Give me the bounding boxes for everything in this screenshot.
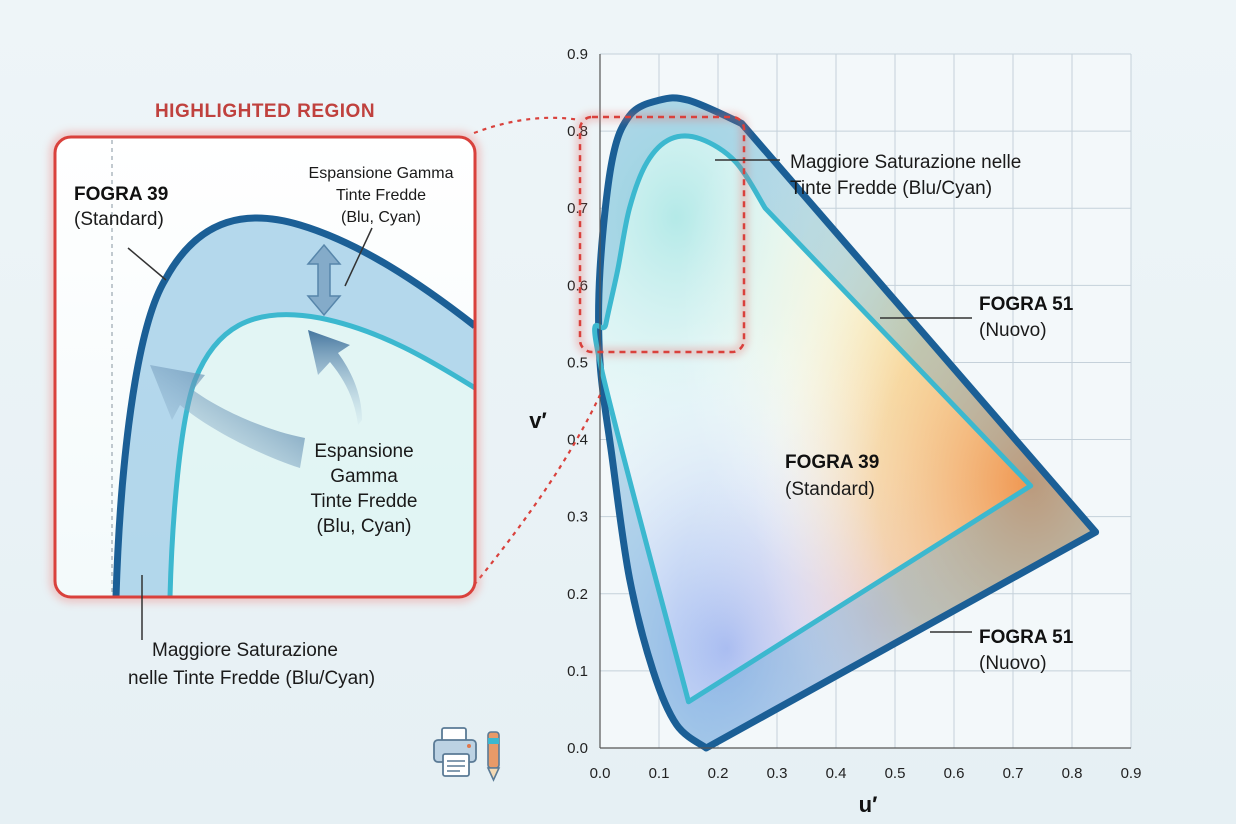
- connector-top: [473, 116, 581, 135]
- inset-expansion-arrow-large: [150, 365, 305, 468]
- bottom-callout-line2: nelle Tinte Fredde (Blu/Cyan): [128, 668, 375, 689]
- fogra51-low-name: FOGRA 51: [979, 627, 1074, 648]
- x-tick-label: 0.3: [767, 765, 788, 782]
- y-tick-label: 0.3: [567, 509, 588, 526]
- fogra51-low-sub: (Nuovo): [979, 653, 1047, 674]
- x-tick-labels: 0.0 0.1 0.2 0.3 0.4 0.5 0.6 0.7 0.8 0.9: [590, 765, 1142, 782]
- y-tick-label: 0.5: [567, 354, 588, 371]
- x-tick-label: 0.2: [708, 765, 729, 782]
- inset-fogra39-curve: [167, 312, 475, 597]
- x-tick-label: 0.9: [1121, 765, 1142, 782]
- inset-band: [116, 217, 475, 597]
- x-tick-label: 0.6: [944, 765, 965, 782]
- inset-fogra39-sub: (Standard): [74, 209, 164, 230]
- x-tick-label: 0.1: [649, 765, 670, 782]
- fogra51-mid-sub: (Nuovo): [979, 320, 1047, 341]
- inset-fogra39-name: FOGRA 39: [74, 184, 168, 205]
- x-tick-label: 0.4: [826, 765, 847, 782]
- x-axis-label: u′: [859, 792, 878, 817]
- bottom-callout-line2-bold: nelle Tinte Fredde: [128, 668, 280, 689]
- y-tick-label: 0.1: [567, 663, 588, 680]
- inset-exp-mid-1: Espansione: [314, 441, 413, 462]
- fogra51-gamut-line: [595, 94, 1100, 752]
- inset-fogra51-curve: [112, 214, 475, 597]
- fogra39-center-name: FOGRA 39: [785, 452, 879, 473]
- x-tick-label: 0.7: [1003, 765, 1024, 782]
- inset-double-arrow: [306, 243, 342, 317]
- inset-exp-top-3: (Blu, Cyan): [341, 209, 421, 226]
- inset-exp-mid-3: Tinte Fredde: [310, 491, 417, 512]
- inset-exp-top-1: Espansione Gamma: [309, 165, 454, 182]
- y-axis-label: v′: [529, 408, 547, 433]
- inset-exp-mid-2: Gamma: [330, 466, 398, 487]
- highlight-box: [578, 115, 746, 354]
- top-callout-line2: Tinte Fredde (Blu/Cyan): [790, 178, 992, 199]
- y-tick-label: 0.0: [567, 740, 588, 757]
- inset-exp-top-leader: [344, 227, 373, 287]
- inset-expansion-arrow-small: [308, 330, 362, 425]
- gamut-difference-band: [598, 97, 1096, 748]
- chromaticity-plot: 0.0 0.1 0.2 0.3 0.4 0.5 0.6 0.7 0.8 0.9 0.0 0.1 0.2…: [529, 46, 1141, 817]
- fogra39-gamut-line: [592, 133, 1034, 705]
- y-tick-label: 0.4: [567, 432, 588, 449]
- inset-fogra39-leader: [127, 247, 167, 281]
- bottom-callout-line1: Maggiore Saturazione: [152, 640, 338, 661]
- inset-zoom: [111, 140, 475, 597]
- inset-exp-top-2: Tinte Fredde: [336, 187, 426, 204]
- y-tick-label: 0.2: [567, 586, 588, 603]
- fogra51-mid-name: FOGRA 51: [979, 294, 1074, 315]
- printer-pen-icon: [433, 727, 501, 782]
- bottom-callout-line2-rest: (Blu/Cyan): [280, 668, 375, 689]
- fogra39-center-sub: (Standard): [785, 479, 875, 500]
- inset-inner-fill: [170, 314, 475, 597]
- x-tick-label: 0.5: [885, 765, 906, 782]
- inset-exp-mid-4: (Blu, Cyan): [316, 516, 411, 537]
- y-tick-label: 0.9: [567, 46, 588, 63]
- top-callout-line1: Maggiore Saturazione nelle: [790, 152, 1021, 173]
- inset-border: [53, 135, 477, 599]
- highlighted-region-title: HIGHLIGHTED REGION: [155, 101, 375, 122]
- x-tick-label: 0.0: [590, 765, 611, 782]
- x-tick-label: 0.8: [1062, 765, 1083, 782]
